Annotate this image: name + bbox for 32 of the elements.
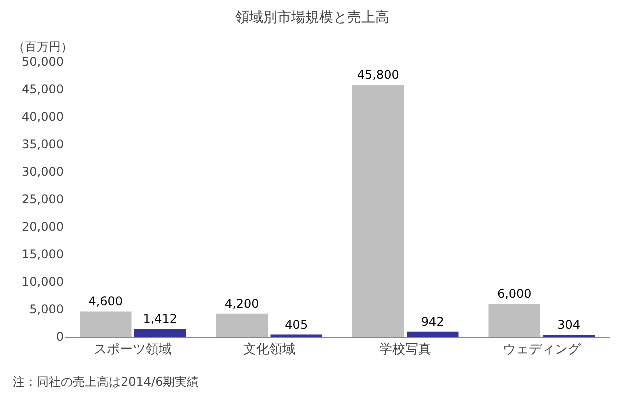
y-tick-label: 30,000 [22,165,64,180]
data-label: 45,800 [357,68,400,82]
data-label: 6,000 [497,287,532,301]
data-label: 4,600 [88,294,124,309]
x-tick-label: 文化領域 [243,342,296,358]
chart-title: 領域別市場規模と売上高 [236,10,390,26]
bar [352,85,404,337]
data-label: 1,412 [143,312,178,326]
bar [216,314,268,337]
y-tick-label: 35,000 [22,138,64,152]
y-tick-label: 0 [56,330,64,344]
x-tick-label: ウェディング [502,342,582,358]
data-label: 942 [421,314,444,329]
y-tick-label: 5,000 [30,302,64,317]
bar [80,312,132,337]
x-tick-label: スポーツ領域 [94,342,172,358]
data-label: 304 [558,318,581,332]
bar [488,304,541,337]
data-label: 4,200 [224,296,260,311]
y-tick-label: 10,000 [22,275,64,290]
bar [134,329,186,337]
text: 注：同社の売上高は2014/6期実績 [13,375,200,389]
bar [406,332,459,337]
data-label: 405 [285,318,308,332]
y-tick-label: 25,000 [22,192,64,207]
y-tick-label: 50,000 [22,55,64,70]
y-tick-label: 45,000 [22,82,64,97]
y-tick-label: 15,000 [22,248,64,262]
y-tick-label: 20,000 [22,220,64,234]
x-tick-label: 学校写真 [380,342,432,358]
y-axis-title: （百万円） [13,40,73,54]
y-tick-label: 40,000 [22,110,64,124]
